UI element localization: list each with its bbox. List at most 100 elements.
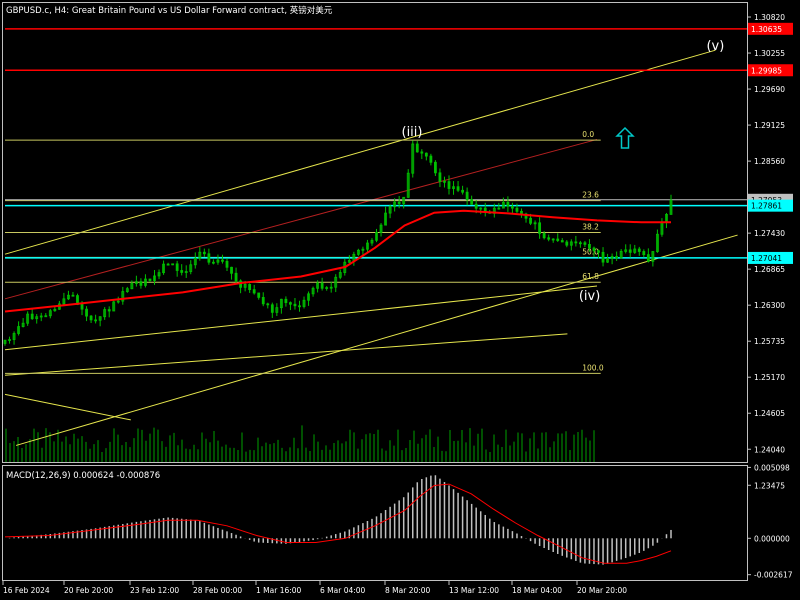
price-tick-label: 1.27430	[754, 229, 785, 238]
candle-body	[121, 291, 125, 302]
median-channel-line	[4, 138, 598, 300]
candle-body	[388, 206, 392, 214]
candle-body	[289, 302, 292, 305]
candle-body	[384, 212, 387, 226]
macd-indicator	[4, 475, 672, 565]
candle-body	[619, 250, 623, 259]
price-chart-frame	[2, 2, 748, 463]
candle-body	[171, 263, 175, 266]
candle-body	[443, 180, 446, 183]
candle-body	[139, 281, 143, 286]
candle-body	[420, 151, 424, 154]
candle-body	[116, 300, 120, 303]
candle-body	[470, 199, 474, 205]
candle-body	[415, 143, 419, 153]
candle-body	[225, 260, 229, 268]
price-level-box	[748, 251, 793, 264]
candle-body	[107, 309, 111, 312]
candle-body	[347, 260, 351, 263]
macd-tick-label: 0.000000	[754, 534, 790, 543]
macd-axis: 0.005098 0.000000 -0.002617	[747, 463, 793, 580]
macd-title: MACD(12,26,9) 0.000624 -0.000876	[6, 471, 160, 481]
candle-body	[569, 241, 573, 246]
candle-body	[112, 301, 116, 312]
time-axis: 16 Feb 2024 20 Feb 20:00 23 Feb 12:00 28 Fe…	[2, 581, 627, 595]
candle-body	[597, 250, 600, 253]
price-level-label: 1.30635	[751, 25, 782, 34]
candle-body	[406, 172, 410, 198]
fib-level-label: 100.0	[582, 363, 604, 372]
candle-body	[556, 238, 560, 241]
candle-body	[53, 308, 57, 312]
candle-body	[506, 202, 510, 207]
candle-body	[393, 201, 397, 208]
fib-level-label: 38.2	[582, 223, 599, 232]
candle-body	[538, 222, 542, 234]
trendlines[interactable]	[4, 49, 738, 446]
time-tick-label: 8 Mar 20:00	[385, 586, 431, 595]
channel-upper-line	[4, 49, 716, 255]
candle-body	[651, 251, 655, 262]
candle-body	[370, 239, 374, 244]
moving-average-line	[4, 209, 671, 313]
candle-body	[130, 283, 134, 290]
candle-body	[12, 333, 16, 340]
price-levels[interactable]	[5, 28, 747, 259]
price-tick-label: 1.23475	[754, 481, 785, 490]
candle-body	[633, 248, 637, 253]
candle-body	[610, 256, 614, 259]
candle-body	[637, 248, 641, 252]
candle-body	[202, 251, 206, 255]
candle-body	[257, 292, 261, 298]
price-series	[3, 140, 673, 346]
candle-body	[270, 304, 274, 313]
candle-body	[35, 316, 39, 320]
candle-body	[551, 238, 555, 241]
candle-body	[565, 241, 569, 246]
candle-body	[198, 251, 202, 259]
time-tick-label: 13 Mar 12:00	[449, 586, 499, 595]
candle-body	[642, 251, 646, 256]
candle-body	[175, 263, 179, 271]
chart-title: GBPUSD.c, H4: Great Britain Pound vs US …	[6, 5, 333, 16]
candle-body	[411, 143, 415, 174]
candle-body	[71, 294, 75, 297]
macd-tick-label: 0.005098	[754, 463, 790, 472]
wave-label: (v)	[706, 39, 724, 54]
candle-body	[261, 296, 265, 305]
candle-body	[501, 202, 505, 209]
candle-body	[529, 217, 532, 224]
fib-level-label: 50.0	[582, 247, 599, 256]
candle-body	[624, 249, 628, 252]
time-tick-label: 28 Feb 00:00	[193, 586, 242, 595]
candle-body	[103, 309, 107, 318]
candle-body	[284, 298, 288, 304]
price-tick-label: 1.25170	[754, 373, 785, 382]
macd-signal-line	[4, 483, 672, 564]
candle-body	[153, 275, 156, 281]
candle-body	[67, 294, 70, 300]
candle-body	[434, 161, 437, 174]
candle-body	[447, 181, 451, 189]
candle-body	[275, 307, 279, 313]
candle-body	[3, 339, 7, 344]
price-tick-label: 1.30255	[754, 49, 785, 58]
candle-body	[424, 152, 428, 157]
fib-level-label: 23.6	[582, 191, 599, 200]
candle-body	[80, 304, 84, 310]
macd-panel-frame	[2, 465, 748, 581]
price-level-box	[748, 22, 793, 35]
candle-body	[361, 248, 365, 251]
candle-body	[39, 315, 43, 318]
candle-body	[452, 186, 455, 189]
candle-body	[533, 222, 537, 225]
candle-body	[601, 251, 605, 263]
candle-body	[157, 272, 161, 277]
price-tick-label: 1.24605	[754, 409, 785, 418]
fib-level-label: 0.0	[582, 130, 594, 139]
candle-body	[279, 298, 283, 309]
candle-body	[26, 313, 30, 324]
candle-body	[98, 316, 102, 321]
time-tick-label: 6 Mar 04:00	[320, 586, 366, 595]
